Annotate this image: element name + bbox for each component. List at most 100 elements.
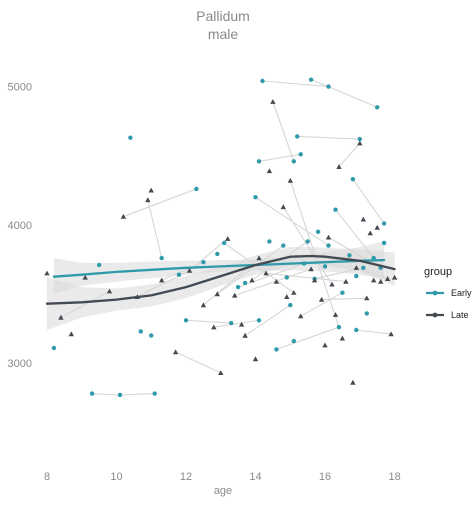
subject-connector-line — [328, 86, 378, 108]
point-early — [274, 347, 279, 352]
subject-connector-line — [123, 188, 197, 218]
x-tick-label: 16 — [319, 471, 331, 483]
subject-connector-line — [356, 329, 392, 335]
point-early — [242, 280, 248, 286]
point-early — [149, 333, 154, 338]
point-late — [357, 140, 363, 146]
point-early — [291, 338, 296, 344]
y-tick-label: 5000 — [8, 82, 32, 94]
subject-connector-line — [335, 209, 375, 259]
x-tick-label: 14 — [249, 471, 261, 483]
subject-connector-line — [262, 80, 329, 88]
legend-label: Late — [451, 310, 469, 320]
point-early — [96, 262, 102, 268]
point-early — [326, 84, 331, 89]
point-late — [353, 265, 359, 270]
point-early — [194, 186, 199, 192]
legend-key-marker — [432, 312, 438, 318]
subject-connector-line — [234, 268, 312, 296]
point-late — [186, 267, 193, 273]
point-late — [218, 370, 224, 375]
point-early — [350, 177, 356, 182]
point-late — [308, 266, 314, 272]
point-early — [152, 391, 157, 396]
point-early — [295, 134, 300, 139]
point-early — [291, 159, 296, 164]
subject-connectors — [60, 79, 392, 396]
smooth-line-early — [52, 258, 386, 278]
point-late — [284, 294, 290, 299]
smooth-lines — [45, 254, 396, 305]
point-late — [384, 276, 391, 281]
point-early — [117, 392, 123, 398]
point-early — [281, 243, 286, 248]
point-late — [68, 331, 74, 337]
y-axis-ticks: 3000 4000 5000 — [8, 82, 32, 371]
point-late — [318, 296, 325, 302]
point-early — [201, 260, 206, 265]
point-early — [381, 221, 387, 226]
point-early — [256, 159, 262, 164]
chart-subtitle: male — [208, 26, 239, 42]
subject-connector-line — [251, 241, 309, 281]
point-late — [329, 281, 335, 287]
point-early — [284, 275, 289, 280]
point-early — [51, 345, 57, 351]
subject-connector-line — [119, 393, 155, 396]
point-late — [256, 255, 262, 261]
point-late — [280, 204, 286, 210]
point-early — [333, 207, 338, 212]
x-tick-label: 8 — [44, 471, 50, 483]
subject-connector-line — [244, 304, 291, 336]
point-late — [249, 277, 255, 283]
point-late — [252, 356, 259, 362]
point-early — [364, 311, 369, 316]
subject-connector-line — [258, 153, 301, 162]
subject-connector-line — [237, 263, 305, 288]
point-late — [232, 292, 238, 298]
data-points — [44, 77, 398, 398]
point-early — [308, 77, 314, 82]
point-late — [211, 324, 217, 330]
point-late — [332, 312, 339, 317]
point-early — [340, 290, 345, 295]
point-late — [378, 278, 384, 284]
legend-title: group — [424, 266, 452, 278]
point-early — [256, 318, 262, 323]
point-late — [350, 379, 356, 385]
legend-label: Early — [451, 288, 472, 298]
point-early — [235, 284, 241, 290]
point-early — [347, 253, 352, 258]
point-early — [354, 327, 359, 333]
point-early — [322, 264, 328, 269]
point-late — [263, 270, 269, 276]
point-late — [325, 234, 332, 240]
point-late — [311, 277, 318, 283]
point-early — [159, 255, 164, 261]
point-late — [200, 302, 207, 308]
x-tick-label: 12 — [180, 471, 192, 483]
point-late — [287, 177, 293, 183]
subject-connector-line — [272, 101, 295, 162]
point-early — [183, 318, 189, 323]
point-early — [138, 329, 143, 334]
subject-connector-line — [356, 267, 388, 280]
subject-connector-line — [297, 135, 360, 140]
point-early — [222, 240, 227, 246]
point-early — [375, 105, 380, 110]
point-late — [172, 349, 179, 355]
subject-connector-line — [147, 199, 163, 259]
point-late — [391, 274, 398, 280]
point-late — [106, 288, 113, 294]
x-tick-label: 18 — [388, 471, 400, 483]
point-early — [298, 152, 303, 157]
subject-connector-line — [92, 393, 121, 396]
confidence-bands — [47, 241, 395, 330]
point-late — [336, 164, 342, 169]
subject-connector-line — [265, 272, 346, 283]
subject-connector-line — [185, 319, 232, 324]
subject-connector-line — [223, 242, 295, 294]
point-late — [120, 213, 127, 219]
subject-connector-line — [289, 180, 340, 328]
